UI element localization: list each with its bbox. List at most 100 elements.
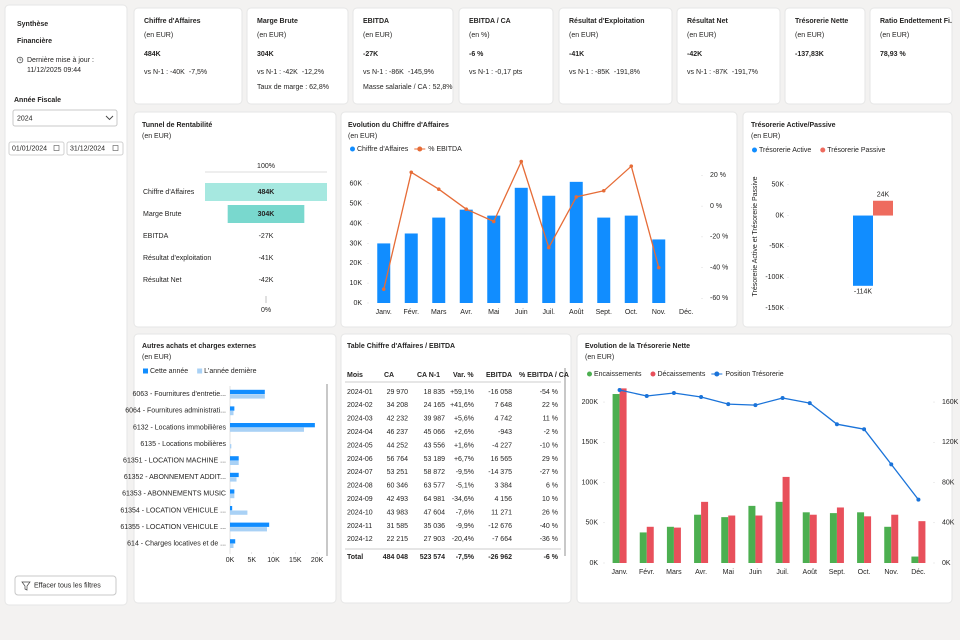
x-tick-label: Mars bbox=[431, 309, 447, 316]
bar bbox=[853, 215, 873, 286]
table-cell: -9,5% bbox=[456, 469, 474, 476]
bar bbox=[230, 522, 270, 527]
date-start: 01/01/2024 bbox=[12, 145, 47, 152]
bar bbox=[230, 472, 239, 478]
table-cell: 26 % bbox=[542, 509, 558, 516]
x-tick-label: Juin bbox=[749, 569, 762, 576]
bar bbox=[728, 515, 736, 563]
table-cell: 2024-03 bbox=[347, 416, 373, 423]
legend-swatch bbox=[820, 147, 826, 153]
bar bbox=[230, 489, 235, 494]
line-marker bbox=[862, 427, 867, 432]
table-cell: 63 577 bbox=[424, 483, 446, 490]
calendar-icon bbox=[112, 145, 119, 151]
kpi-comparison: vs N-1 : -42K bbox=[257, 69, 298, 76]
bar bbox=[230, 527, 267, 532]
dropdown-chevron bbox=[105, 115, 114, 121]
line-marker bbox=[546, 245, 551, 250]
line-marker bbox=[889, 462, 894, 467]
table-cell: 6 % bbox=[546, 483, 558, 490]
legend-swatch bbox=[714, 371, 720, 377]
kpi-title: Chiffre d'Affaires bbox=[144, 18, 201, 25]
table-total: 484 048 bbox=[383, 554, 408, 561]
bar bbox=[775, 501, 783, 563]
bar bbox=[404, 233, 418, 303]
y2-tick-label: 0K bbox=[942, 560, 951, 567]
line-marker bbox=[671, 391, 676, 396]
clear-filters-button[interactable] bbox=[14, 575, 117, 596]
table-cell: 2024-11 bbox=[347, 523, 372, 530]
table-cell: 35 036 bbox=[424, 523, 446, 530]
bar bbox=[857, 512, 865, 563]
bar bbox=[829, 513, 837, 563]
bar bbox=[459, 209, 473, 303]
legend-label: Décaissements bbox=[657, 371, 705, 378]
y-tick-label: 150K bbox=[582, 439, 599, 446]
table-cell: 16 565 bbox=[491, 456, 513, 463]
legend-swatch bbox=[752, 147, 757, 153]
kpi-value: 304K bbox=[257, 51, 274, 58]
legend-label: Trésorerie Passive bbox=[827, 147, 885, 154]
bar bbox=[809, 514, 817, 563]
kpi-unit: (en EUR) bbox=[144, 32, 173, 39]
line-marker bbox=[780, 396, 785, 401]
panel bbox=[352, 7, 454, 105]
update-label: Dernière mise à jour : bbox=[27, 57, 94, 64]
bar bbox=[230, 427, 304, 432]
line-marker bbox=[916, 497, 921, 502]
kpi-comparison: vs N-1 : -87K bbox=[687, 69, 728, 76]
bar bbox=[432, 217, 446, 303]
sidebar-title: Synthèse bbox=[17, 21, 48, 28]
kpi-title: Trésorerie Nette bbox=[795, 18, 848, 25]
chart-title: Evolution de la Trésorerie Nette bbox=[585, 343, 690, 350]
table-header: EBITDA bbox=[486, 372, 512, 379]
bar bbox=[619, 388, 627, 563]
bar bbox=[230, 477, 237, 482]
year-dropdown[interactable] bbox=[12, 109, 118, 127]
y-tick-label: -50K bbox=[769, 243, 784, 250]
line-marker bbox=[491, 219, 496, 224]
table-cell: -7 664 bbox=[492, 536, 512, 543]
x-tick-label: Mai bbox=[723, 569, 735, 576]
bar bbox=[918, 521, 926, 563]
x-tick-label: 10K bbox=[267, 557, 280, 564]
y-tick-label: 10K bbox=[350, 280, 363, 287]
y-tick-label: 6132 - Locations immobilières bbox=[133, 424, 226, 431]
x-tick-label: Sept. bbox=[829, 569, 845, 576]
bar bbox=[230, 493, 235, 499]
line-marker bbox=[436, 187, 441, 192]
y2-tick-label: -40 % bbox=[710, 264, 728, 271]
line-marker bbox=[807, 401, 812, 406]
y-tick-label: 0K bbox=[353, 300, 362, 307]
kpi-delta: -145,9% bbox=[408, 69, 434, 76]
y-tick-label: 61352 - ABONNEMENT ADDIT... bbox=[124, 474, 226, 481]
bar-value-label: 24K bbox=[877, 192, 890, 199]
kpi-title: Résultat Net bbox=[687, 18, 729, 25]
table-cell: 11 271 bbox=[491, 509, 512, 516]
kpi-title: Marge Brute bbox=[257, 18, 298, 25]
table-cell: 39 987 bbox=[424, 416, 446, 423]
y-tick-label: 0K bbox=[775, 212, 784, 219]
panel bbox=[246, 7, 349, 105]
table-cell: -10 % bbox=[540, 442, 558, 449]
kpi-unit: (en EUR) bbox=[795, 32, 824, 39]
table-cell: 24 165 bbox=[424, 402, 446, 409]
x-tick-label: 5K bbox=[247, 557, 256, 564]
legend-swatch bbox=[650, 371, 656, 377]
kpi-value: 78,93 % bbox=[880, 51, 906, 58]
table-cell: 56 764 bbox=[387, 456, 409, 463]
y2-tick-label: 20 % bbox=[710, 172, 726, 179]
x-tick-label: Juil. bbox=[776, 569, 789, 576]
kpi-value: -137,83K bbox=[795, 51, 824, 58]
legend-label: Encaissements bbox=[594, 371, 642, 378]
panel bbox=[869, 7, 953, 105]
kpi-unit: (en EUR) bbox=[363, 32, 392, 39]
date-end-input[interactable] bbox=[66, 141, 124, 156]
kpi-value: -41K bbox=[569, 51, 584, 58]
y-tick-label: 614 - Charges locatives et de ... bbox=[127, 541, 226, 548]
x-tick-label: Déc. bbox=[679, 309, 693, 316]
date-start-input[interactable] bbox=[8, 141, 65, 156]
table-cell: -4 227 bbox=[492, 442, 512, 449]
clock-icon bbox=[19, 58, 22, 61]
table-cell: +5,6% bbox=[454, 416, 474, 423]
